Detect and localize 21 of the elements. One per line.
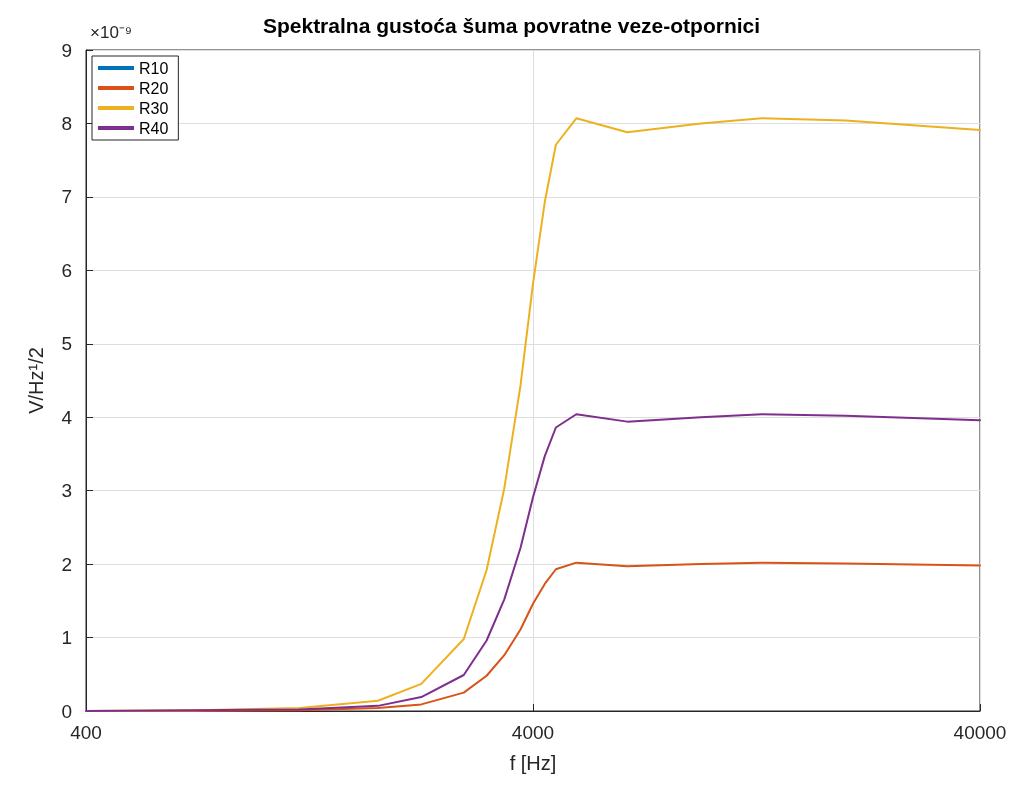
- y-tick-label: 3: [61, 480, 72, 502]
- x-tick-label: 40000: [953, 722, 1007, 743]
- y-tick-label: 0: [61, 700, 72, 722]
- legend-label: R40: [139, 119, 169, 137]
- y-tick-label: 7: [61, 186, 72, 208]
- text: ×10⁻⁹: [90, 23, 133, 42]
- x-tick-label: 400: [70, 722, 102, 743]
- y-tick-label: 2: [61, 553, 72, 575]
- x-axis-title: f [Hz]: [509, 752, 557, 774]
- legend-label: R20: [139, 79, 169, 97]
- x-tick-label: 4000: [511, 722, 555, 743]
- y-axis-title: V/Hz¹/2: [25, 347, 47, 414]
- chart-title: Spektralna gustoća šuma povratne veze-otpornici: [262, 14, 761, 37]
- y-tick-label: 5: [61, 333, 72, 355]
- legend-label: R10: [139, 59, 169, 77]
- y-tick-label: 8: [61, 112, 72, 134]
- legend-label: R30: [139, 99, 169, 117]
- y-tick-label: 9: [61, 39, 72, 61]
- y-tick-label: 4: [61, 406, 73, 428]
- y-tick-label: 1: [61, 627, 72, 649]
- y-tick-label: 6: [61, 259, 72, 281]
